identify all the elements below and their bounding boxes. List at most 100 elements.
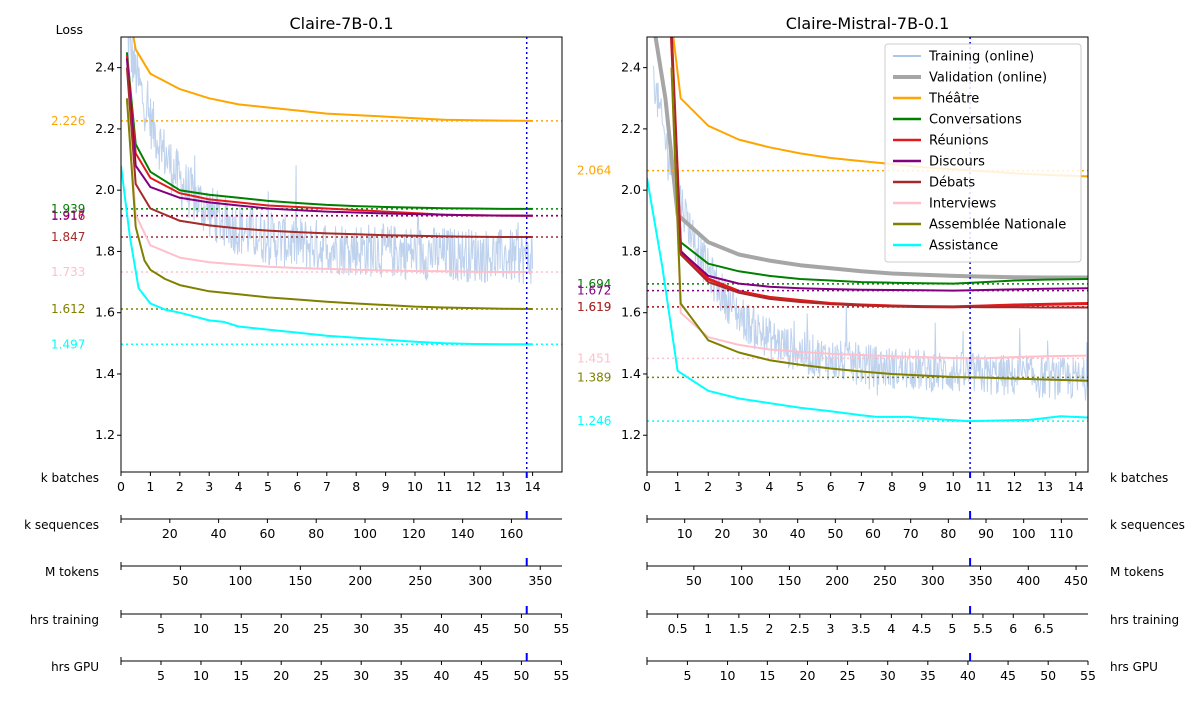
training-online-line	[652, 65, 1088, 401]
series-line-validation-online-	[653, 37, 1088, 280]
axis-label-k-batches: k batches	[41, 471, 99, 485]
series-line-debats	[670, 37, 1088, 309]
final-value-label: 1.917	[51, 209, 85, 223]
x-tick-label: 9	[919, 479, 927, 494]
extra-axis-tick-label: 15	[233, 668, 249, 683]
final-value-label: 1.916	[51, 209, 85, 223]
extra-axis-tick-label: 6	[1009, 621, 1017, 636]
y-tick-label: 2.4	[95, 60, 115, 75]
y-axis-label: Loss	[56, 22, 83, 37]
extra-axis-tick-label: 10	[193, 668, 209, 683]
final-value-label: 1.389	[577, 370, 611, 384]
axis-label-k-batches: k batches	[1110, 471, 1168, 485]
extra-axis-tick-label: 400	[1016, 573, 1040, 588]
final-value-label: 1.619	[577, 300, 611, 314]
series-line-conversations	[125, 52, 533, 210]
extra-axis-tick-label: 50	[686, 573, 702, 588]
extra-axis-tick-label: 350	[528, 573, 552, 588]
plot-area	[647, 37, 1088, 472]
y-tick-label: 2.0	[95, 182, 115, 197]
final-value-label: 1.497	[51, 337, 85, 351]
x-tick-label: 14	[1068, 479, 1084, 494]
final-value-label: 1.451	[577, 351, 611, 365]
extra-axis-tick-label: 5	[157, 668, 165, 683]
extra-axis-tick-label: 2.5	[790, 621, 810, 636]
extra-axis-tick-label: 50	[1040, 668, 1056, 683]
final-value-label: 1.847	[51, 230, 85, 244]
x-tick-label: 12	[1007, 479, 1023, 494]
x-tick-label: 4	[235, 479, 243, 494]
extra-axis-tick-label: 10	[677, 526, 693, 541]
extra-axis-tick-label: 350	[969, 573, 993, 588]
extra-axis-tick-label: 30	[353, 621, 369, 636]
extra-axis-tick-label: 3.5	[851, 621, 871, 636]
extra-axis-tick-label: 30	[880, 668, 896, 683]
extra-axis-tick-label: 25	[313, 621, 329, 636]
extra-axis-tick-label: 100	[730, 573, 754, 588]
extra-axis-tick-label: 100	[353, 526, 377, 541]
extra-axis-tick-label: 25	[313, 668, 329, 683]
x-tick-label: 7	[323, 479, 331, 494]
extra-axis-tick-label: 150	[777, 573, 801, 588]
y-tick-label: 1.6	[621, 305, 641, 320]
extra-axis-tick-label: 60	[259, 526, 275, 541]
extra-axis-tick-label: 20	[800, 668, 816, 683]
extra-axis-tick-label: 20	[273, 621, 289, 636]
final-value-label: 1.733	[51, 265, 85, 279]
extra-axis-label: hrs training	[30, 613, 99, 627]
extra-axis-tick-label: 5	[948, 621, 956, 636]
legend-entry: Réunions	[929, 134, 989, 149]
final-value-label: 1.246	[577, 414, 611, 428]
extra-axis-tick-label: 110	[1049, 526, 1073, 541]
x-tick-label: 6	[827, 479, 835, 494]
extra-axis-tick-label: 50	[172, 573, 188, 588]
x-tick-label: 4	[766, 479, 774, 494]
extra-axis-tick-label: 60	[865, 526, 881, 541]
y-tick-label: 2.4	[621, 60, 641, 75]
series-line-assistance	[647, 177, 1088, 423]
extra-axis-tick-label: 50	[513, 668, 529, 683]
x-tick-label: 3	[205, 479, 213, 494]
extra-axis-tick-label: 120	[402, 526, 426, 541]
x-tick-label: 6	[293, 479, 301, 494]
y-tick-label: 2.2	[95, 121, 115, 136]
extra-axis-tick-label: 6.5	[1034, 621, 1054, 636]
x-tick-label: 5	[796, 479, 804, 494]
legend-entry: Validation (online)	[929, 71, 1047, 86]
extra-axis-tick-label: 55	[553, 668, 569, 683]
extra-axis-tick-label: 30	[353, 668, 369, 683]
legend-entry: Training (online)	[928, 50, 1034, 65]
extra-axis-tick-label: 80	[308, 526, 324, 541]
extra-axis-tick-label: 80	[940, 526, 956, 541]
extra-axis-tick-label: 1	[704, 621, 712, 636]
extra-axis-tick-label: 50	[827, 526, 843, 541]
extra-axis-tick-label: 450	[1064, 573, 1088, 588]
panel-title: Claire-Mistral-7B-0.1	[786, 14, 950, 33]
extra-axis-tick-label: 20	[273, 668, 289, 683]
extra-axis-tick-label: 35	[920, 668, 936, 683]
extra-axis-tick-label: 1.5	[729, 621, 749, 636]
legend-entry: Interviews	[929, 197, 996, 212]
final-value-label: 1.619	[577, 300, 611, 314]
x-tick-label: 14	[525, 479, 541, 494]
extra-axis-label: M tokens	[45, 565, 99, 579]
series-line-interviews	[125, 98, 533, 273]
extra-axis-tick-label: 55	[553, 621, 569, 636]
final-value-label: 1.939	[51, 202, 85, 216]
extra-axis-label: M tokens	[1110, 565, 1164, 579]
extra-axis-label: k sequences	[1110, 518, 1185, 532]
legend-entry: Théâtre	[928, 92, 979, 107]
x-tick-label: 12	[466, 479, 482, 494]
extra-axis-tick-label: 40	[434, 621, 450, 636]
extra-axis-tick-label: 5	[683, 668, 691, 683]
y-tick-label: 1.4	[95, 366, 115, 381]
extra-axis-label: hrs GPU	[1110, 660, 1158, 674]
x-tick-label: 0	[643, 479, 651, 494]
extra-axis-tick-label: 200	[825, 573, 849, 588]
final-value-label: 1.694	[577, 277, 611, 291]
extra-axis-tick-label: 40	[790, 526, 806, 541]
x-tick-label: 9	[382, 479, 390, 494]
extra-axis-tick-label: 5.5	[973, 621, 993, 636]
x-tick-label: 2	[176, 479, 184, 494]
final-value-label: 2.064	[577, 164, 611, 178]
